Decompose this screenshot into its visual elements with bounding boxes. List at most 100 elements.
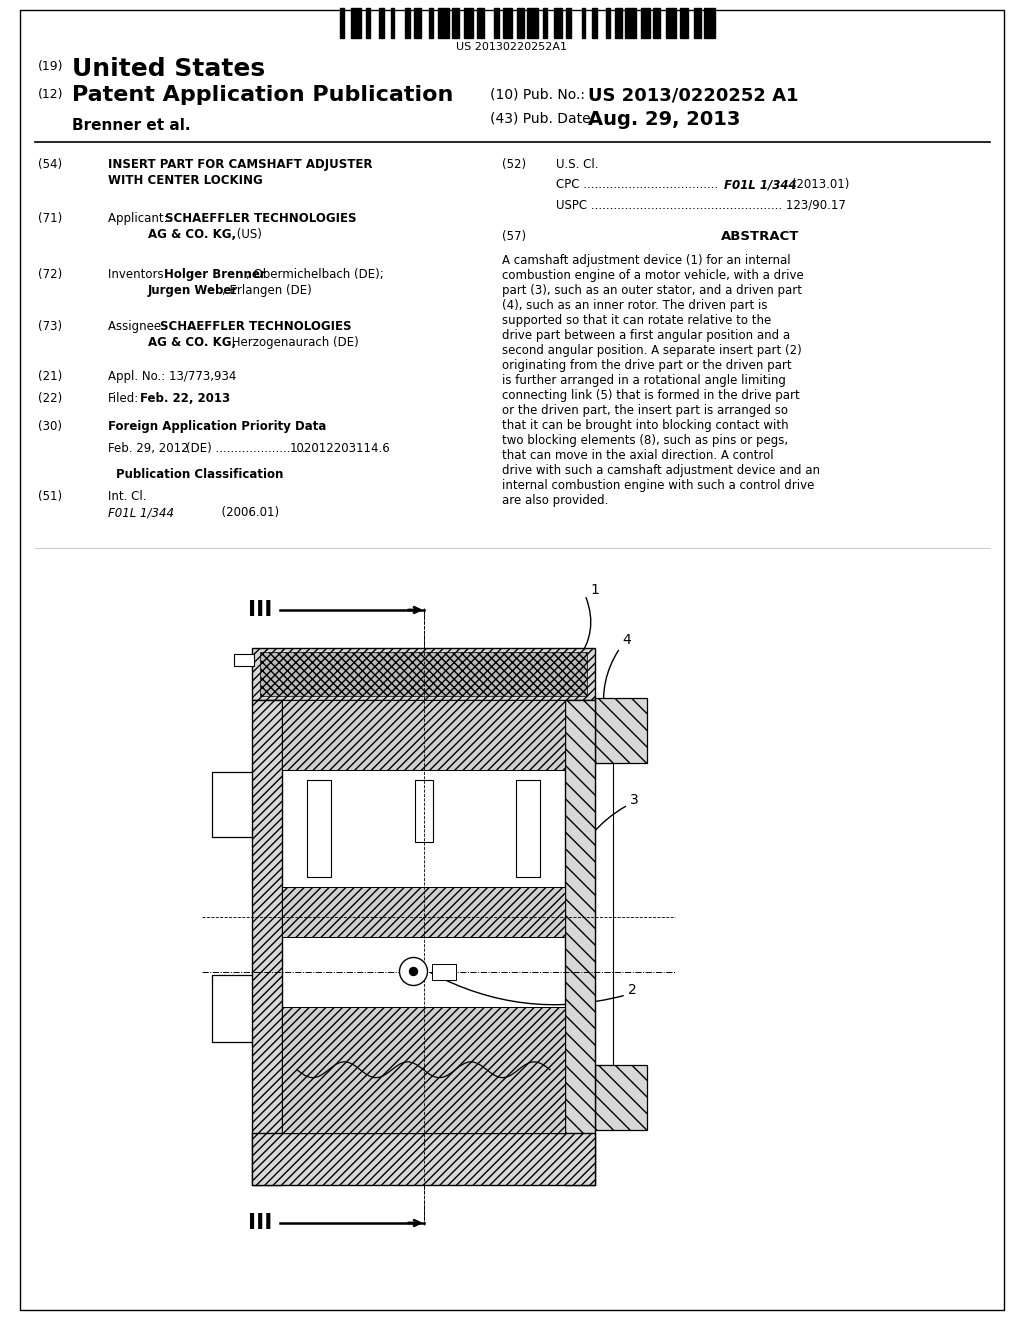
Text: Holger Brenner: Holger Brenner	[164, 268, 266, 281]
Text: Feb. 22, 2013: Feb. 22, 2013	[140, 392, 230, 405]
Text: originating from the drive part or the driven part: originating from the drive part or the d…	[502, 359, 792, 372]
Text: combustion engine of a motor vehicle, with a drive: combustion engine of a motor vehicle, wi…	[502, 269, 804, 282]
Text: is further arranged in a rotational angle limiting: is further arranged in a rotational angl…	[502, 374, 785, 387]
Bar	[476, 8, 483, 38]
Text: (DE) .........................: (DE) .........................	[186, 442, 309, 455]
Text: Feb. 29, 2012: Feb. 29, 2012	[108, 442, 188, 455]
Bar	[307, 780, 331, 876]
Bar	[282, 1006, 565, 1133]
Text: are also provided.: are also provided.	[502, 494, 608, 507]
Text: Appl. No.: 13/773,934: Appl. No.: 13/773,934	[108, 370, 237, 383]
Bar	[282, 887, 565, 936]
Text: Foreign Application Priority Data: Foreign Application Priority Data	[108, 420, 327, 433]
Text: , Erlangen (DE): , Erlangen (DE)	[222, 284, 311, 297]
Text: CPC ....................................: CPC ....................................	[556, 178, 718, 191]
Text: or the driven part, the insert part is arranged so: or the driven part, the insert part is a…	[502, 404, 788, 417]
Text: 3: 3	[630, 793, 639, 807]
Bar	[404, 8, 410, 38]
Bar	[705, 8, 715, 38]
Text: (52): (52)	[502, 158, 526, 172]
Bar	[350, 8, 361, 38]
Text: US 2013/0220252 A1: US 2013/0220252 A1	[588, 86, 799, 104]
Text: , Obermichelbach (DE);: , Obermichelbach (DE);	[246, 268, 384, 281]
Text: that can move in the axial direction. A control: that can move in the axial direction. A …	[502, 449, 773, 462]
Text: (54): (54)	[38, 158, 62, 172]
Text: (19): (19)	[38, 59, 63, 73]
Bar	[252, 648, 595, 700]
Bar	[252, 700, 282, 1185]
Text: (2013.01): (2013.01)	[788, 178, 849, 191]
Bar	[693, 8, 700, 38]
Bar	[495, 8, 500, 38]
Text: (12): (12)	[38, 88, 63, 102]
Text: (51): (51)	[38, 490, 62, 503]
Text: F01L 1/344: F01L 1/344	[108, 506, 174, 519]
Bar	[282, 700, 565, 770]
Text: III: III	[248, 601, 272, 620]
Text: (71): (71)	[38, 213, 62, 224]
Bar	[615, 8, 622, 38]
Bar	[527, 8, 538, 38]
Text: (72): (72)	[38, 268, 62, 281]
Text: (22): (22)	[38, 392, 62, 405]
Bar	[666, 8, 676, 38]
Bar	[582, 8, 585, 38]
Text: (US): (US)	[233, 228, 262, 242]
Bar	[641, 8, 650, 38]
Text: Jurgen Weber: Jurgen Weber	[148, 284, 239, 297]
Bar	[414, 8, 421, 38]
Bar	[554, 8, 562, 38]
Bar	[595, 698, 647, 763]
Text: two blocking elements (8), such as pins or pegs,: two blocking elements (8), such as pins …	[502, 434, 788, 447]
Bar	[234, 653, 254, 667]
Bar	[282, 936, 565, 1006]
Text: INSERT PART FOR CAMSHAFT ADJUSTER: INSERT PART FOR CAMSHAFT ADJUSTER	[108, 158, 373, 172]
Text: Brenner et al.: Brenner et al.	[72, 117, 190, 133]
Text: Applicant:: Applicant:	[108, 213, 171, 224]
Bar	[431, 964, 456, 979]
Text: Publication Classification: Publication Classification	[117, 469, 284, 480]
Bar	[464, 8, 473, 38]
Text: Assignee:: Assignee:	[108, 319, 169, 333]
Text: drive with such a camshaft adjustment device and an: drive with such a camshaft adjustment de…	[502, 465, 820, 477]
Text: US 20130220252A1: US 20130220252A1	[457, 42, 567, 51]
Bar	[282, 770, 565, 887]
Text: 2: 2	[628, 983, 637, 997]
Text: AG & CO. KG,: AG & CO. KG,	[148, 228, 237, 242]
Bar	[429, 8, 433, 38]
Text: 1: 1	[590, 583, 599, 597]
Bar	[452, 8, 459, 38]
Bar	[595, 763, 613, 1065]
Text: Int. Cl.: Int. Cl.	[108, 490, 146, 503]
Text: WITH CENTER LOCKING: WITH CENTER LOCKING	[108, 174, 263, 187]
Bar	[516, 780, 540, 876]
Text: III: III	[248, 1213, 272, 1233]
Bar	[212, 974, 254, 1041]
Text: United States: United States	[72, 57, 265, 81]
Bar	[367, 8, 370, 38]
Bar	[517, 8, 524, 38]
Circle shape	[410, 968, 418, 975]
Bar	[379, 8, 384, 38]
Bar	[503, 8, 512, 38]
Text: USPC ................................................... 123/90.17: USPC ...................................…	[556, 198, 846, 211]
Text: (30): (30)	[38, 420, 62, 433]
Bar	[680, 8, 688, 38]
Text: (4), such as an inner rotor. The driven part is: (4), such as an inner rotor. The driven …	[502, 300, 768, 312]
Text: AG & CO. KG,: AG & CO. KG,	[148, 337, 237, 348]
Text: (2006.01): (2006.01)	[184, 506, 280, 519]
Bar	[592, 8, 597, 38]
Circle shape	[399, 957, 427, 986]
Text: Filed:: Filed:	[108, 392, 139, 405]
Text: SCHAEFFLER TECHNOLOGIES: SCHAEFFLER TECHNOLOGIES	[160, 319, 351, 333]
Bar	[595, 1065, 647, 1130]
Text: A camshaft adjustment device (1) for an internal: A camshaft adjustment device (1) for an …	[502, 253, 791, 267]
Text: U.S. Cl.: U.S. Cl.	[556, 158, 598, 172]
Text: Aug. 29, 2013: Aug. 29, 2013	[588, 110, 740, 129]
Bar	[260, 652, 587, 696]
Text: Inventors:: Inventors:	[108, 268, 171, 281]
Bar	[252, 1133, 595, 1185]
Text: part (3), such as an outer stator, and a driven part: part (3), such as an outer stator, and a…	[502, 284, 802, 297]
Text: second angular position. A separate insert part (2): second angular position. A separate inse…	[502, 345, 802, 356]
Bar	[543, 8, 547, 38]
